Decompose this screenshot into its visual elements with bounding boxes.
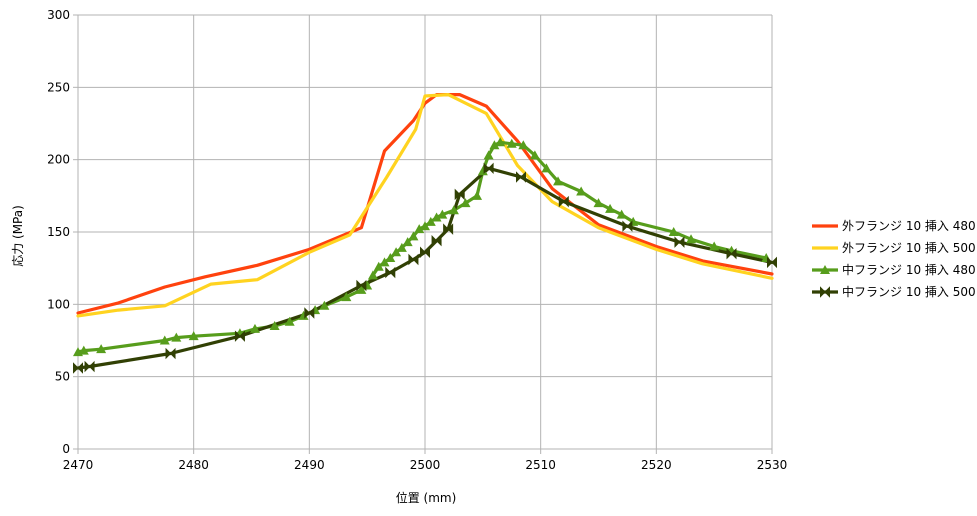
data-point [622, 220, 633, 232]
data-point [78, 345, 89, 355]
plot-markers [73, 137, 777, 374]
y-tick-label: 300 [47, 8, 70, 22]
data-point [402, 237, 413, 247]
legend-item: 外フランジ 10 挿入 500 [812, 241, 976, 255]
grid-lines [77, 14, 773, 450]
legend-label: 外フランジ 10 挿入 480 [842, 219, 976, 233]
data-point [448, 205, 459, 215]
data-point [516, 171, 527, 183]
data-point [477, 166, 488, 176]
data-point [96, 344, 107, 354]
data-point [319, 300, 330, 310]
y-tick-label: 150 [47, 225, 70, 239]
series-line-1 [76, 92, 774, 315]
data-point [391, 247, 402, 257]
data-point [541, 163, 552, 173]
x-tick-label: 2520 [641, 458, 672, 472]
legend-marker [820, 265, 830, 274]
data-point [188, 331, 199, 341]
data-point [159, 335, 170, 345]
y-tick-label: 0 [62, 442, 70, 456]
data-point [495, 137, 506, 147]
data-point [425, 216, 436, 226]
data-point [616, 209, 627, 219]
x-tick-label: 2510 [525, 458, 556, 472]
data-point [558, 195, 569, 208]
data-point [460, 198, 471, 208]
y-tick-label: 200 [47, 153, 70, 167]
legend-item: 中フランジ 10 挿入 480 [812, 262, 976, 277]
data-point [356, 284, 367, 294]
data-point [593, 198, 604, 208]
legend-label: 中フランジ 10 挿入 500 [842, 284, 976, 299]
data-point [431, 234, 442, 247]
data-point [234, 330, 245, 342]
y-tick-label: 50 [55, 370, 70, 384]
data-point [249, 323, 260, 333]
data-point [396, 242, 407, 252]
legend-item: 外フランジ 10 挿入 480 [812, 219, 976, 233]
data-point [674, 236, 685, 248]
data-point [489, 140, 500, 150]
data-point [454, 188, 465, 201]
data-point [367, 270, 378, 280]
series-line-2 [76, 92, 774, 318]
data-point [385, 266, 396, 279]
x-tick-label: 2500 [410, 458, 441, 472]
x-axis-title: 位置 (mm) [396, 490, 457, 505]
data-point [483, 150, 494, 160]
data-point [431, 212, 442, 222]
data-point [726, 247, 737, 260]
x-tick-label: 2480 [178, 458, 209, 472]
legend-label: 中フランジ 10 挿入 480 [842, 262, 976, 277]
data-point [408, 253, 419, 266]
data-point [171, 332, 182, 342]
legend-marker [820, 286, 830, 298]
data-point [668, 227, 679, 236]
data-point [483, 162, 494, 175]
legend-item: 中フランジ 10 挿入 500 [812, 284, 976, 299]
axes [73, 14, 773, 454]
x-tick-label: 2470 [63, 458, 94, 472]
data-point [605, 203, 616, 213]
y-tick-label: 250 [47, 80, 70, 94]
data-point [341, 292, 352, 302]
data-point [73, 362, 83, 374]
x-tick-label: 2490 [294, 458, 325, 472]
data-point [408, 231, 419, 241]
data-point [686, 234, 697, 244]
data-point [269, 321, 280, 331]
tick-labels: 0 50 100 150 200 250 300 2470 2480 2490 2500 2510 25… [47, 8, 787, 472]
data-point [304, 307, 315, 319]
data-point [767, 256, 777, 269]
data-point [472, 190, 483, 200]
x-tick-label: 2530 [757, 458, 788, 472]
data-point [443, 223, 454, 235]
data-point [385, 253, 396, 263]
data-point [420, 221, 430, 231]
data-point [298, 310, 309, 320]
data-point [373, 261, 384, 271]
data-point [553, 176, 564, 186]
data-point [379, 257, 390, 267]
y-tick-label: 100 [47, 297, 70, 311]
data-point [165, 347, 176, 360]
data-point [506, 138, 517, 148]
y-axis-title: 応力 (MPa) [11, 205, 25, 267]
data-point [420, 246, 430, 258]
legend: 外フランジ 10 挿入 480 外フランジ 10 挿入 500 中フランジ 10 挿… [812, 219, 976, 299]
data-point [356, 279, 367, 292]
data-point [284, 316, 295, 326]
data-point [529, 150, 540, 160]
data-point [518, 140, 529, 150]
data-point [709, 241, 720, 251]
data-point [414, 224, 425, 234]
data-point [84, 360, 95, 373]
data-point [437, 209, 448, 219]
legend-label: 外フランジ 10 挿入 500 [842, 241, 976, 255]
data-point [576, 186, 587, 196]
